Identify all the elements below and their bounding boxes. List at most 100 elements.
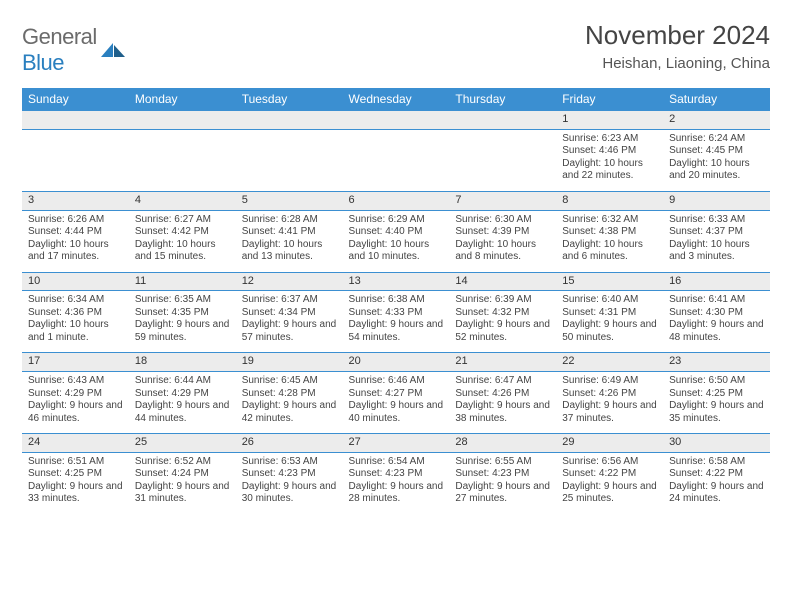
daylight-text: Daylight: 10 hours and 15 minutes.: [135, 239, 230, 264]
sunset-text: Sunset: 4:27 PM: [349, 388, 444, 401]
daylight-text: Daylight: 9 hours and 59 minutes.: [135, 319, 230, 344]
sunset-text: Sunset: 4:22 PM: [669, 468, 764, 481]
day-cell: Sunrise: 6:30 AMSunset: 4:39 PMDaylight:…: [449, 210, 556, 272]
sunrise-text: Sunrise: 6:33 AM: [669, 214, 764, 227]
content-row: Sunrise: 6:43 AMSunset: 4:29 PMDaylight:…: [22, 372, 770, 434]
day-number: 27: [343, 434, 450, 453]
day-number: 21: [449, 353, 556, 372]
sunrise-text: Sunrise: 6:29 AM: [349, 214, 444, 227]
sunset-text: Sunset: 4:29 PM: [28, 388, 123, 401]
sunrise-text: Sunrise: 6:55 AM: [455, 456, 550, 469]
sunset-text: Sunset: 4:25 PM: [28, 468, 123, 481]
sunset-text: Sunset: 4:23 PM: [455, 468, 550, 481]
brand-logo: General Blue: [22, 20, 127, 76]
day-cell: Sunrise: 6:27 AMSunset: 4:42 PMDaylight:…: [129, 210, 236, 272]
day-cell: Sunrise: 6:41 AMSunset: 4:30 PMDaylight:…: [663, 291, 770, 353]
sunset-text: Sunset: 4:37 PM: [669, 226, 764, 239]
sunrise-text: Sunrise: 6:54 AM: [349, 456, 444, 469]
day-cell: Sunrise: 6:51 AMSunset: 4:25 PMDaylight:…: [22, 452, 129, 514]
day-cell: [22, 129, 129, 191]
sunset-text: Sunset: 4:44 PM: [28, 226, 123, 239]
day-cell: Sunrise: 6:53 AMSunset: 4:23 PMDaylight:…: [236, 452, 343, 514]
daynum-row: 17181920212223: [22, 353, 770, 372]
day-number: 29: [556, 434, 663, 453]
sunset-text: Sunset: 4:46 PM: [562, 145, 657, 158]
weekday-header: Wednesday: [343, 88, 450, 111]
daylight-text: Daylight: 10 hours and 3 minutes.: [669, 239, 764, 264]
day-cell: Sunrise: 6:56 AMSunset: 4:22 PMDaylight:…: [556, 452, 663, 514]
day-cell: [343, 129, 450, 191]
content-row: Sunrise: 6:51 AMSunset: 4:25 PMDaylight:…: [22, 452, 770, 514]
day-cell: Sunrise: 6:38 AMSunset: 4:33 PMDaylight:…: [343, 291, 450, 353]
title-block: November 2024 Heishan, Liaoning, China: [585, 20, 770, 72]
sunrise-text: Sunrise: 6:53 AM: [242, 456, 337, 469]
day-number: 4: [129, 191, 236, 210]
day-cell: Sunrise: 6:50 AMSunset: 4:25 PMDaylight:…: [663, 372, 770, 434]
sunset-text: Sunset: 4:35 PM: [135, 307, 230, 320]
calendar-head: SundayMondayTuesdayWednesdayThursdayFrid…: [22, 88, 770, 111]
day-number: 5: [236, 191, 343, 210]
sunrise-text: Sunrise: 6:50 AM: [669, 375, 764, 388]
day-number: 11: [129, 272, 236, 291]
day-cell: [129, 129, 236, 191]
sunrise-text: Sunrise: 6:28 AM: [242, 214, 337, 227]
sunrise-text: Sunrise: 6:35 AM: [135, 294, 230, 307]
day-cell: Sunrise: 6:33 AMSunset: 4:37 PMDaylight:…: [663, 210, 770, 272]
weekday-header: Saturday: [663, 88, 770, 111]
daylight-text: Daylight: 10 hours and 8 minutes.: [455, 239, 550, 264]
daylight-text: Daylight: 10 hours and 22 minutes.: [562, 158, 657, 183]
day-number: 13: [343, 272, 450, 291]
daynum-row: 3456789: [22, 191, 770, 210]
daylight-text: Daylight: 9 hours and 46 minutes.: [28, 400, 123, 425]
sunset-text: Sunset: 4:34 PM: [242, 307, 337, 320]
daylight-text: Daylight: 9 hours and 25 minutes.: [562, 481, 657, 506]
sunset-text: Sunset: 4:29 PM: [135, 388, 230, 401]
calendar-table: SundayMondayTuesdayWednesdayThursdayFrid…: [22, 88, 770, 514]
day-cell: Sunrise: 6:28 AMSunset: 4:41 PMDaylight:…: [236, 210, 343, 272]
content-row: Sunrise: 6:34 AMSunset: 4:36 PMDaylight:…: [22, 291, 770, 353]
sunset-text: Sunset: 4:40 PM: [349, 226, 444, 239]
sunset-text: Sunset: 4:42 PM: [135, 226, 230, 239]
weekday-header: Thursday: [449, 88, 556, 111]
sunset-text: Sunset: 4:22 PM: [562, 468, 657, 481]
day-cell: Sunrise: 6:29 AMSunset: 4:40 PMDaylight:…: [343, 210, 450, 272]
month-title: November 2024: [585, 20, 770, 51]
day-cell: Sunrise: 6:37 AMSunset: 4:34 PMDaylight:…: [236, 291, 343, 353]
daylight-text: Daylight: 10 hours and 17 minutes.: [28, 239, 123, 264]
day-cell: Sunrise: 6:44 AMSunset: 4:29 PMDaylight:…: [129, 372, 236, 434]
day-cell: Sunrise: 6:49 AMSunset: 4:26 PMDaylight:…: [556, 372, 663, 434]
content-row: Sunrise: 6:23 AMSunset: 4:46 PMDaylight:…: [22, 129, 770, 191]
day-number: [22, 111, 129, 130]
day-number: 12: [236, 272, 343, 291]
daylight-text: Daylight: 9 hours and 37 minutes.: [562, 400, 657, 425]
day-cell: Sunrise: 6:35 AMSunset: 4:35 PMDaylight:…: [129, 291, 236, 353]
daylight-text: Daylight: 9 hours and 35 minutes.: [669, 400, 764, 425]
sunrise-text: Sunrise: 6:38 AM: [349, 294, 444, 307]
day-cell: Sunrise: 6:24 AMSunset: 4:45 PMDaylight:…: [663, 129, 770, 191]
day-cell: Sunrise: 6:54 AMSunset: 4:23 PMDaylight:…: [343, 452, 450, 514]
day-number: [343, 111, 450, 130]
weekday-header: Sunday: [22, 88, 129, 111]
day-number: [449, 111, 556, 130]
day-cell: Sunrise: 6:55 AMSunset: 4:23 PMDaylight:…: [449, 452, 556, 514]
daylight-text: Daylight: 9 hours and 42 minutes.: [242, 400, 337, 425]
sunrise-text: Sunrise: 6:49 AM: [562, 375, 657, 388]
day-number: 6: [343, 191, 450, 210]
daylight-text: Daylight: 10 hours and 1 minute.: [28, 319, 123, 344]
sunrise-text: Sunrise: 6:34 AM: [28, 294, 123, 307]
day-cell: Sunrise: 6:39 AMSunset: 4:32 PMDaylight:…: [449, 291, 556, 353]
sunrise-text: Sunrise: 6:39 AM: [455, 294, 550, 307]
daynum-row: 12: [22, 111, 770, 130]
sunrise-text: Sunrise: 6:41 AM: [669, 294, 764, 307]
day-cell: Sunrise: 6:46 AMSunset: 4:27 PMDaylight:…: [343, 372, 450, 434]
sunset-text: Sunset: 4:24 PM: [135, 468, 230, 481]
sunset-text: Sunset: 4:41 PM: [242, 226, 337, 239]
sunrise-text: Sunrise: 6:26 AM: [28, 214, 123, 227]
calendar-page: General Blue November 2024 Heishan, Liao…: [0, 0, 792, 534]
sunset-text: Sunset: 4:45 PM: [669, 145, 764, 158]
sunset-text: Sunset: 4:31 PM: [562, 307, 657, 320]
day-cell: Sunrise: 6:34 AMSunset: 4:36 PMDaylight:…: [22, 291, 129, 353]
daylight-text: Daylight: 10 hours and 13 minutes.: [242, 239, 337, 264]
day-number: 19: [236, 353, 343, 372]
day-cell: Sunrise: 6:58 AMSunset: 4:22 PMDaylight:…: [663, 452, 770, 514]
